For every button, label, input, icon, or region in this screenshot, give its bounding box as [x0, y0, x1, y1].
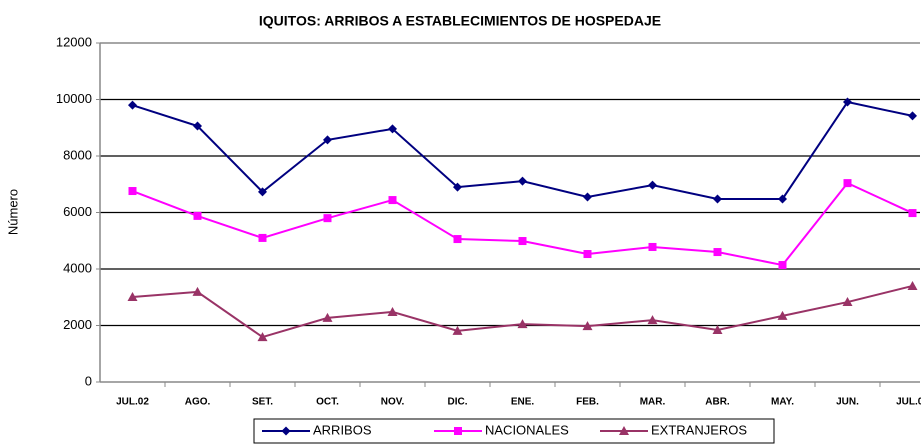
- marker: [907, 280, 918, 290]
- marker: [583, 192, 592, 202]
- legend-box: [253, 418, 775, 444]
- marker: [778, 261, 787, 270]
- marker: [778, 194, 787, 204]
- legend-label: EXTRANJEROS: [651, 422, 747, 437]
- legend-label: ARRIBOS: [313, 422, 372, 437]
- marker: [258, 187, 267, 197]
- marker: [453, 182, 462, 192]
- x-tick-label: FEB.: [576, 397, 599, 408]
- y-tick-label: 12000: [56, 34, 92, 49]
- x-tick-label: JUL.02: [116, 397, 149, 408]
- series-line: [132, 284, 913, 339]
- marker: [452, 325, 463, 335]
- marker: [843, 97, 852, 107]
- marker: [647, 315, 658, 325]
- marker: [257, 332, 268, 342]
- marker: [323, 135, 332, 145]
- x-tick-label: MAR.: [640, 397, 666, 408]
- marker: [193, 211, 202, 220]
- marker: [648, 242, 657, 251]
- legend-marker: [281, 426, 291, 436]
- marker: [322, 312, 333, 322]
- marker: [777, 310, 788, 320]
- legend-label: NACIONALES: [485, 422, 569, 437]
- marker: [388, 196, 397, 205]
- x-tick-label: OCT.: [316, 397, 339, 408]
- marker: [908, 209, 917, 218]
- marker: [387, 306, 398, 316]
- marker: [323, 214, 332, 223]
- y-axis-label: Número: [5, 189, 20, 235]
- marker: [127, 291, 138, 301]
- marker: [712, 325, 723, 335]
- x-tick-label: JUL.03: [896, 397, 921, 408]
- marker: [193, 121, 202, 131]
- x-tick-label: AGO.: [185, 397, 211, 408]
- y-tick-label: 8000: [63, 147, 92, 162]
- marker: [908, 111, 917, 121]
- y-tick-label: 0: [85, 373, 92, 388]
- marker: [648, 180, 657, 190]
- marker: [388, 124, 397, 134]
- y-tick-label: 6000: [63, 204, 92, 219]
- marker: [128, 100, 137, 110]
- marker: [583, 250, 592, 259]
- x-tick-label: JUN.: [836, 397, 859, 408]
- marker: [192, 286, 203, 296]
- legend-marker: [619, 426, 629, 435]
- marker: [453, 235, 462, 244]
- y-tick-label: 4000: [63, 260, 92, 275]
- x-tick-label: MAY.: [771, 397, 794, 408]
- legend-marker: [454, 427, 462, 435]
- marker: [713, 248, 722, 257]
- y-tick-label: 2000: [63, 317, 92, 332]
- marker: [518, 237, 527, 246]
- marker: [713, 194, 722, 204]
- marker: [128, 187, 137, 196]
- x-tick-label: SET.: [252, 397, 273, 408]
- marker: [517, 319, 528, 329]
- marker: [258, 233, 267, 242]
- marker: [582, 321, 593, 331]
- y-tick-label: 10000: [56, 91, 92, 106]
- x-tick-label: ABR.: [705, 397, 730, 408]
- marker: [518, 176, 527, 186]
- series-line: [132, 181, 913, 267]
- x-tick-label: NOV.: [381, 397, 405, 408]
- marker: [843, 179, 852, 188]
- marker: [842, 297, 853, 307]
- x-tick-label: DIC.: [448, 397, 468, 408]
- chart-title: IQUITOS: ARRIBOS A ESTABLECIMIENTOS DE H…: [259, 13, 661, 29]
- x-tick-label: ENE.: [511, 397, 535, 408]
